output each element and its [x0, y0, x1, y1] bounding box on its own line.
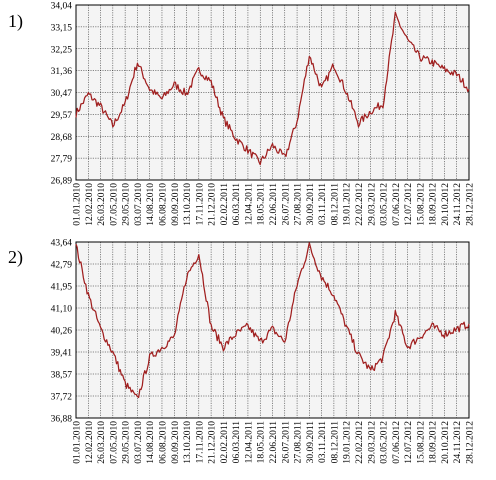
x-tick-label: 01.01.2010: [73, 183, 83, 226]
x-tick-label: 15.08.2012: [416, 183, 426, 226]
x-tick-label: 19.01.2012: [343, 421, 353, 464]
x-tick-label: 06.08.2010: [158, 421, 168, 464]
plot-frame: [75, 4, 470, 181]
x-tick-label: 14.08.2010: [146, 421, 156, 464]
chart-panel-1: 1) 26,89 27,79 28,68 29,57 30,47 31,36 32,25 33,…: [8, 2, 476, 226]
x-tick-label: 29.05.2010: [122, 183, 132, 226]
panel-label: 2): [8, 247, 23, 268]
panel-label: 1): [8, 11, 23, 32]
x-tick-label: 13.10.2010: [183, 421, 193, 464]
x-tick-label: 27.08.2011: [294, 183, 304, 226]
y-tick-label: 37,72: [51, 393, 73, 403]
x-tick-label: 26.07.2011: [281, 421, 291, 464]
y-tick-label: 30,47: [51, 89, 73, 99]
x-tick-label: 07.05.2010: [109, 421, 119, 464]
x-tick-label: 29.03.2012: [367, 421, 377, 464]
y-tick-label: 43,64: [51, 239, 73, 249]
x-tick-label: 02.02.2011: [220, 183, 230, 226]
chart-panel-2: 2) 36,88 37,72 38,57 39,41 40,26 41,10 41,95 42,…: [8, 239, 476, 464]
x-tick-label: 07.05.2010: [109, 183, 119, 226]
x-tick-label: 22.02.2012: [355, 421, 365, 464]
x-tick-label: 20.10.2012: [441, 183, 451, 226]
series-line: [75, 11, 470, 166]
x-tick-label: 29.03.2012: [367, 183, 377, 226]
x-tick-label: 24.11.2012: [453, 421, 463, 464]
x-tick-label: 06.03.2011: [232, 421, 242, 464]
y-tick-label: 40,26: [51, 327, 73, 337]
x-tick-label: 03.11.2011: [318, 183, 328, 225]
x-tick-label: 18.05.2011: [257, 183, 267, 226]
x-tick-label: 21.12.2010: [208, 183, 218, 226]
x-tick-label: 20.10.2012: [441, 421, 451, 464]
x-tick-label: 18.05.2011: [257, 421, 267, 464]
x-tick-label: 07.06.2012: [392, 421, 402, 464]
y-tick-label: 41,95: [51, 283, 73, 293]
x-tick-label: 21.12.2010: [208, 421, 218, 464]
y-tick-label: 38,57: [51, 371, 73, 381]
x-tick-label: 22.02.2012: [355, 183, 365, 226]
x-tick-label: 03.05.2012: [380, 421, 390, 464]
x-tick-label: 24.11.2012: [453, 183, 463, 226]
x-tick-label: 13.10.2010: [183, 183, 193, 226]
x-tick-label: 03.07.2010: [134, 183, 144, 226]
x-tick-label: 09.09.2010: [171, 421, 181, 464]
y-tick-label: 36,88: [51, 415, 73, 425]
x-tick-label: 30.09.2011: [306, 183, 316, 226]
x-tick-label: 14.08.2010: [146, 183, 156, 226]
x-tick-label: 03.05.2012: [380, 183, 390, 226]
x-tick-label: 26.07.2011: [281, 183, 291, 226]
y-tick-label: 39,41: [51, 349, 73, 359]
x-tick-label: 27.08.2011: [294, 421, 304, 464]
x-tick-label: 12.02.2010: [85, 183, 95, 226]
y-tick-label: 28,68: [51, 133, 73, 143]
x-tick-label: 12.07.2012: [404, 183, 414, 226]
x-tick-label: 02.02.2011: [220, 421, 230, 464]
x-tick-label: 26.03.2010: [97, 421, 107, 464]
y-tick-label: 34,04: [51, 2, 73, 12]
y-tick-label: 32,25: [51, 45, 73, 55]
x-tick-label: 26.03.2010: [97, 183, 107, 226]
y-tick-label: 27,79: [51, 155, 73, 165]
x-tick-label: 08.12.2011: [330, 421, 340, 464]
x-tick-label: 12.02.2010: [85, 421, 95, 464]
plot-frame: [75, 241, 470, 419]
x-tick-label: 06.08.2010: [158, 183, 168, 226]
x-tick-label: 03.11.2011: [318, 421, 328, 463]
x-tick-label: 17.11.2010: [195, 421, 205, 464]
y-tick-label: 26,89: [51, 177, 73, 187]
x-tick-label: 28.12.2012: [466, 183, 476, 226]
x-tick-label: 06.03.2011: [232, 183, 242, 226]
x-tick-label: 12.04.2011: [244, 421, 254, 464]
x-tick-label: 18.09.2012: [429, 421, 439, 464]
x-tick-label: 19.01.2012: [343, 183, 353, 226]
x-tick-label: 12.04.2011: [244, 183, 254, 226]
x-tick-label: 18.09.2012: [429, 183, 439, 226]
x-tick-label: 09.09.2010: [171, 183, 181, 226]
x-tick-label: 22.06.2011: [269, 183, 279, 226]
x-tick-label: 07.06.2012: [392, 183, 402, 226]
x-tick-label: 30.09.2011: [306, 421, 316, 464]
x-tick-label: 03.07.2010: [134, 421, 144, 464]
y-tick-label: 33,15: [51, 23, 73, 33]
x-tick-label: 08.12.2011: [330, 183, 340, 226]
x-tick-label: 12.07.2012: [404, 421, 414, 464]
x-tick-label: 01.01.2010: [73, 421, 83, 464]
y-tick-label: 29,57: [51, 111, 73, 121]
y-tick-label: 42,79: [51, 261, 73, 271]
x-tick-label: 22.06.2011: [269, 421, 279, 464]
x-tick-label: 29.05.2010: [122, 421, 132, 464]
y-tick-label: 31,36: [51, 67, 73, 77]
x-tick-label: 17.11.2010: [195, 183, 205, 226]
x-tick-label: 28.12.2012: [466, 421, 476, 464]
y-tick-label: 41,10: [51, 305, 73, 315]
series-line: [75, 242, 470, 399]
x-tick-label: 15.08.2012: [416, 421, 426, 464]
